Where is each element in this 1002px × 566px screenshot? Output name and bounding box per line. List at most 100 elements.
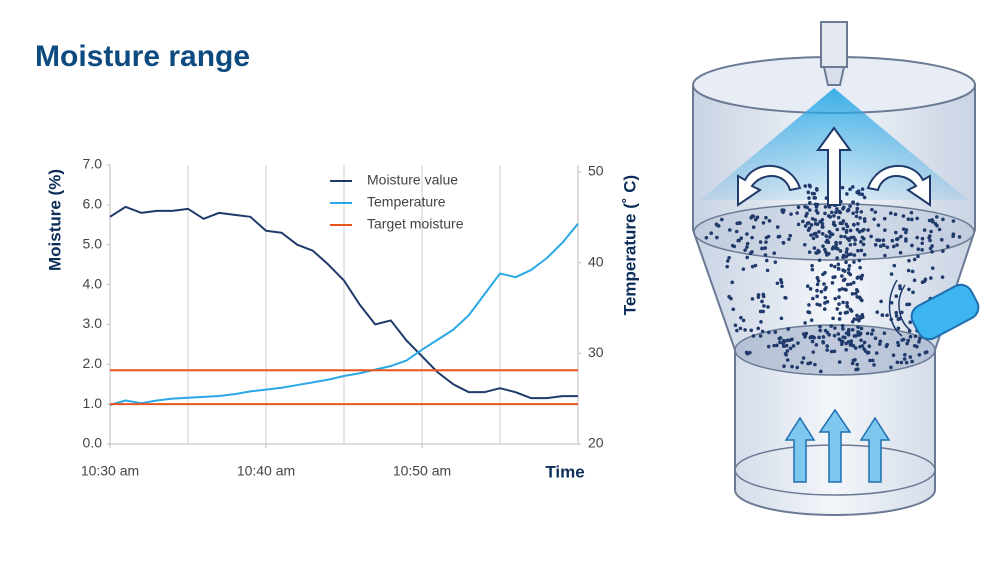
particle: [937, 227, 942, 232]
legend-label: Target moisture: [367, 216, 464, 232]
particle: [841, 226, 846, 231]
particle: [753, 263, 758, 268]
particle: [896, 326, 901, 331]
particle: [847, 263, 852, 268]
particle: [837, 288, 842, 292]
particle: [741, 318, 746, 323]
particle: [815, 276, 820, 280]
particle: [808, 201, 812, 205]
particle: [755, 215, 760, 220]
particle: [859, 326, 864, 331]
particle: [829, 324, 834, 328]
particle: [786, 327, 790, 331]
particle: [751, 334, 756, 338]
particle: [764, 258, 769, 263]
particle: [815, 302, 819, 307]
particle: [745, 255, 750, 260]
series-line: [109, 205, 578, 400]
particle: [882, 243, 886, 248]
particle: [835, 256, 839, 260]
particle: [777, 336, 782, 341]
particle: [815, 234, 819, 239]
particle: [895, 243, 899, 247]
legend-label: Moisture value: [367, 172, 458, 188]
particle: [758, 309, 763, 314]
particle: [802, 242, 807, 247]
particle: [841, 335, 846, 339]
particle: [720, 217, 724, 222]
particle: [760, 329, 765, 334]
particle: [874, 351, 879, 355]
particle: [805, 221, 810, 226]
particle: [872, 217, 876, 221]
particle: [941, 217, 945, 222]
particle: [905, 341, 909, 346]
particle: [813, 362, 817, 367]
particle: [840, 287, 845, 291]
particle: [763, 253, 768, 257]
particle: [899, 360, 904, 365]
particle: [840, 185, 845, 190]
particle: [912, 343, 917, 348]
particle: [764, 240, 768, 244]
particle: [893, 212, 898, 217]
particle: [881, 238, 886, 243]
particle: [854, 334, 858, 338]
particle: [858, 216, 862, 220]
particle: [766, 234, 771, 239]
particle: [861, 242, 866, 247]
particle: [748, 251, 753, 256]
particle: [731, 307, 736, 312]
particle: [841, 205, 846, 210]
particle: [856, 222, 860, 226]
particle: [775, 281, 780, 286]
particle: [796, 205, 801, 210]
particle: [908, 334, 913, 339]
particle: [855, 362, 860, 367]
particle: [709, 231, 714, 235]
particle: [846, 329, 851, 333]
particle: [845, 310, 849, 315]
particle: [860, 187, 865, 191]
particle: [801, 332, 806, 336]
particle: [885, 313, 889, 318]
particle: [749, 215, 754, 219]
particle: [750, 264, 755, 269]
particle: [867, 344, 872, 349]
particle: [750, 297, 755, 301]
particle: [825, 344, 830, 348]
particle: [809, 223, 814, 227]
particle: [870, 207, 874, 212]
particle: [810, 217, 815, 221]
particle: [918, 336, 922, 341]
particle: [851, 280, 856, 285]
particle: [779, 278, 783, 282]
particle: [873, 210, 878, 214]
particle: [852, 260, 856, 264]
particle: [853, 242, 857, 246]
particle: [840, 339, 845, 344]
particle: [784, 343, 789, 348]
particle: [860, 273, 865, 278]
particle: [835, 307, 840, 311]
particle: [842, 269, 847, 273]
particle: [803, 224, 808, 228]
particle: [856, 367, 860, 371]
particle: [759, 320, 763, 324]
particle: [789, 212, 793, 216]
particle: [809, 318, 814, 322]
particle: [838, 249, 843, 253]
particle: [704, 235, 709, 240]
particle: [845, 304, 849, 308]
particle: [907, 258, 911, 263]
particle: [851, 211, 855, 216]
particle: [916, 254, 920, 259]
particle: [760, 299, 764, 304]
particle: [920, 241, 925, 246]
y2-tick-label: 30: [588, 344, 604, 360]
y2-tick-label: 50: [588, 163, 604, 179]
particle: [836, 332, 841, 336]
particle: [745, 351, 750, 356]
particle: [912, 257, 917, 262]
particle: [875, 310, 880, 314]
